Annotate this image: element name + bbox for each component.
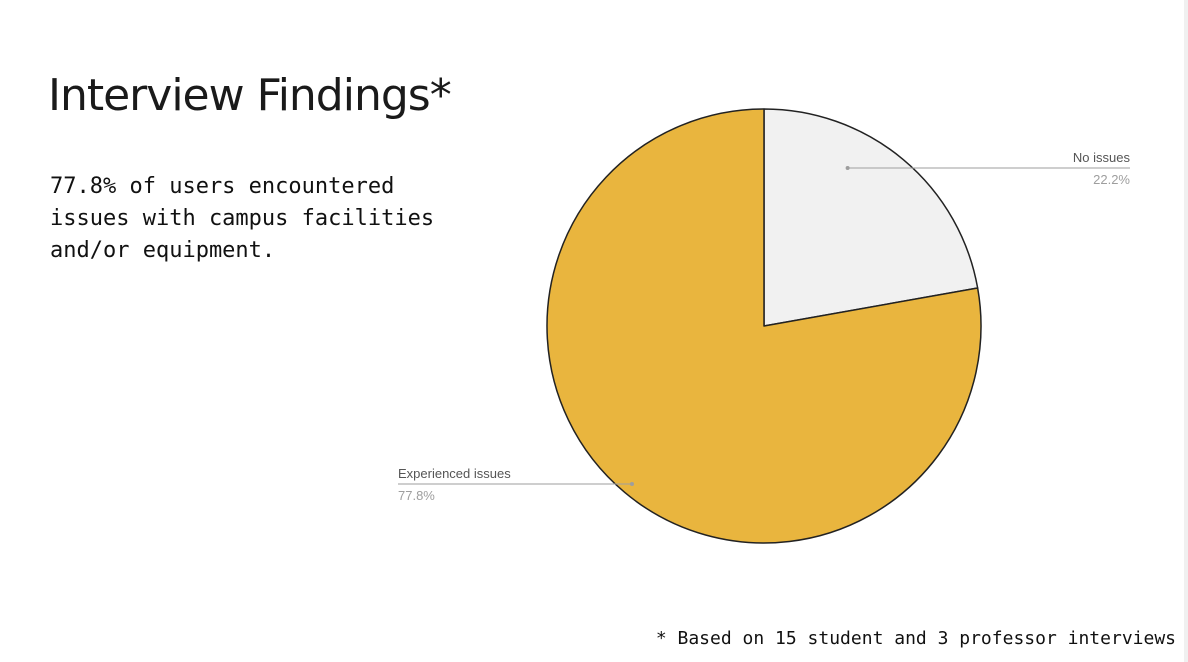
pie-slice-no-issues	[763, 108, 979, 327]
slice-percent-label: 77.8%	[398, 488, 435, 503]
slice-label: No issues	[1073, 150, 1131, 165]
footnote: * Based on 15 student and 3 professor in…	[655, 628, 1176, 649]
callout-dot	[845, 166, 850, 170]
slice-callout-no-issues: No issues 22.2%	[845, 150, 1131, 187]
slice-callout-experienced-issues: Experienced issues 77.8%	[398, 466, 634, 503]
callout-dot	[630, 482, 634, 486]
slice-percent-label: 22.2%	[1093, 172, 1130, 187]
slide-edge	[1184, 0, 1188, 662]
page-title: Interview Findings*	[48, 70, 452, 121]
slice-label: Experienced issues	[398, 466, 511, 481]
pie-slice-experienced-issues	[546, 108, 982, 544]
summary-text: 77.8% of users encountered issues with c…	[50, 174, 435, 263]
